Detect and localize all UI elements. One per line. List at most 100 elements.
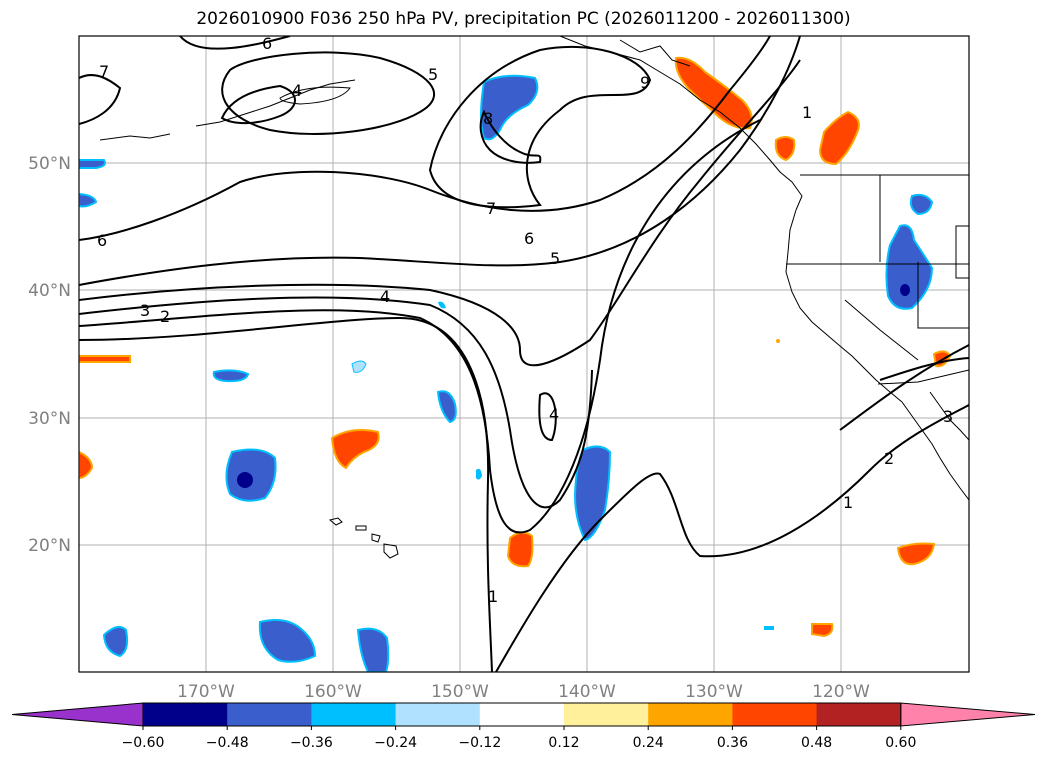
colorbar-segment — [564, 703, 649, 726]
colorbar-segment — [479, 703, 565, 726]
west-coast-us — [785, 209, 903, 403]
colorbar-tick-label: −0.12 — [458, 735, 501, 751]
pv-contour-2 — [79, 119, 761, 534]
pv-contour-1b — [495, 404, 969, 672]
us-state-border-4 — [844, 299, 919, 361]
precip-blob-pos-small — [811, 623, 834, 638]
mexico-border — [877, 369, 969, 385]
us-state-border-3 — [917, 262, 969, 329]
colorbar-segment — [227, 703, 312, 726]
contour-label-4: 4 — [292, 81, 302, 100]
contour-label-8: 8 — [483, 109, 493, 128]
precip-core-nevada — [900, 284, 910, 296]
contour-label-4: 4 — [380, 287, 390, 306]
colorbar-tick-label: 0.24 — [633, 735, 664, 751]
pv-contour-6b — [179, 36, 291, 50]
contour-label-2: 2 — [884, 449, 894, 468]
contour-label-6: 6 — [262, 34, 272, 53]
colorbar-tick-label: −0.36 — [290, 735, 333, 751]
pv-contour-4 — [79, 59, 801, 367]
colorbar-segment — [732, 703, 818, 726]
lat-label: 40°N — [28, 281, 71, 301]
lon-label: 150°W — [431, 682, 489, 702]
colorbar-extend-low — [11, 702, 144, 727]
contour-label-5: 5 — [550, 249, 560, 268]
precip-blob-pos-edge — [79, 450, 94, 480]
contour-label-1: 1 — [802, 103, 812, 122]
colorbar-tick-label: −0.24 — [374, 735, 417, 751]
contour-label-4: 4 — [549, 405, 559, 424]
pv-contour-9 — [220, 84, 296, 124]
precip-blob-neg-tiny2 — [476, 468, 482, 480]
lon-label: 140°W — [558, 682, 616, 702]
precip-blob-neg-mid — [436, 390, 457, 424]
precip-blob-neg-small1 — [212, 369, 250, 383]
precip-blob-pos-central — [506, 531, 534, 568]
pv-contour-8 — [479, 109, 542, 164]
lon-label: 170°W — [177, 682, 235, 702]
precip-blob-pos-west — [330, 429, 380, 470]
lon-label: 130°W — [685, 682, 743, 702]
precip-blob-neg-idaho — [909, 193, 934, 216]
precip-blob-pos-dot — [776, 339, 780, 343]
precip-blob-neg-edge2 — [79, 192, 98, 208]
pv-contours — [79, 36, 969, 672]
precip-blob-pos-alaska — [674, 56, 753, 130]
se-island-cluster — [619, 39, 691, 67]
colorbar-tick-label: 0.36 — [717, 735, 748, 751]
colorbar-tick-label: −0.48 — [206, 735, 249, 751]
precip-positive-areas — [79, 56, 952, 638]
precip-blob-neg-sw1 — [258, 619, 317, 663]
pv-contour-7 — [428, 45, 652, 209]
colorbar-segment — [143, 703, 228, 726]
pv-contour-3b — [879, 357, 969, 381]
precip-blob-pos-coast — [774, 136, 796, 162]
latitude-labels: 50°N 40°N 30°N 20°N — [28, 154, 71, 556]
hawaii-1 — [328, 517, 343, 526]
pv-contour-7b — [79, 74, 122, 125]
contour-label-6: 6 — [524, 229, 534, 248]
contour-label-2: 2 — [160, 307, 170, 326]
lat-label: 50°N — [28, 154, 71, 174]
colorbar-segment — [395, 703, 481, 726]
contour-label-1: 1 — [488, 587, 498, 606]
gulf-california — [929, 391, 969, 441]
colorbar-outline — [142, 702, 902, 727]
precip-blob-neg-central — [573, 445, 612, 542]
precip-core-west — [237, 472, 253, 488]
precip-blob-neg-gulf — [480, 74, 539, 141]
hawaii-3 — [371, 533, 381, 543]
precip-blob-neg-tiny3 — [438, 301, 446, 309]
precip-blob-pos-mexico — [896, 542, 936, 566]
precip-blob-pos-strip — [79, 355, 131, 363]
pv-contour-3 — [79, 296, 593, 509]
arctic-edge — [99, 133, 171, 141]
lon-label: 120°W — [812, 682, 870, 702]
colorbar-segment — [648, 703, 733, 726]
pv-contour-4b — [538, 392, 557, 442]
contour-label-1: 1 — [843, 493, 853, 512]
contour-label-7: 7 — [486, 199, 496, 218]
colorbar-segment — [311, 703, 397, 726]
peninsula-island — [279, 86, 351, 105]
precip-blob-pos-bc — [818, 110, 860, 166]
precip-blob-neg-edge1 — [79, 159, 106, 169]
colorbar: −0.60 −0.48 −0.36 −0.24 −0.12 0.12 0.24 0.36 0.4… — [11, 702, 1036, 751]
precip-blob-neg-nevada — [885, 224, 934, 310]
lon-label: 160°W — [304, 682, 362, 702]
precip-blob-neg-sw2 — [356, 627, 390, 672]
contour-label-3: 3 — [140, 301, 150, 320]
hawaii-2 — [355, 525, 367, 531]
colorbar-tick-label: 0.12 — [548, 735, 579, 751]
contour-label-9: 9 — [640, 73, 650, 92]
lat-label: 20°N — [28, 536, 71, 556]
contour-label-5: 5 — [428, 65, 438, 84]
pv-contour-5 — [79, 36, 801, 286]
precip-blob-neg-tiny4 — [764, 626, 774, 630]
contour-label-7: 7 — [99, 62, 109, 81]
pv-contour-1 — [79, 316, 493, 672]
pv-contour-2b — [839, 344, 969, 431]
aleutian-chain — [195, 79, 356, 127]
hawaii-4 — [383, 543, 399, 559]
